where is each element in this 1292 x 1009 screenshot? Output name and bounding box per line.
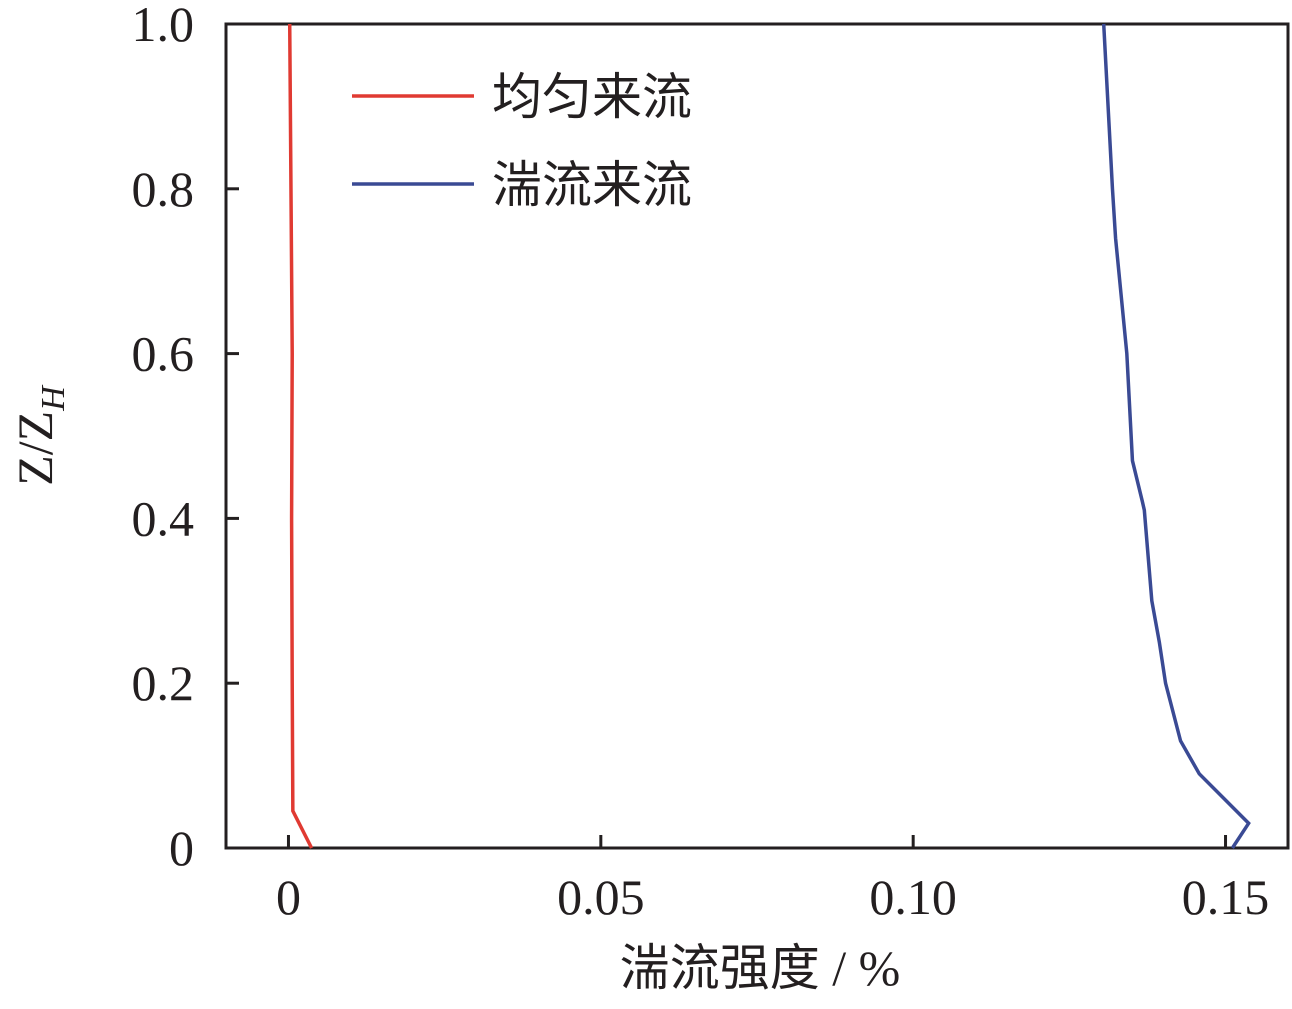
y-tick-label: 0.2 <box>132 655 195 711</box>
y-tick-label: 1.0 <box>132 0 195 52</box>
x-tick-label: 0 <box>276 869 301 925</box>
x-tick-label: 0.10 <box>869 869 957 925</box>
legend-label: 均匀来流 <box>492 69 692 125</box>
y-tick-label: 0.4 <box>132 490 195 546</box>
data-line <box>1101 23 1251 849</box>
y-tick-label: 0.6 <box>132 326 195 382</box>
y-axis-label: Z/ZH <box>7 384 72 486</box>
y-tick-label: 0 <box>169 820 194 876</box>
x-tick-label: 0.15 <box>1182 869 1270 925</box>
plot-frame <box>224 22 1290 850</box>
x-axis-label: 湍流强度 / % <box>620 940 901 996</box>
y-tick-label: 0.8 <box>132 161 195 217</box>
y-axis-label-sub: H <box>35 384 72 412</box>
y-axis-label-main: Z/Z <box>7 411 63 486</box>
legend-label: 湍流来流 <box>492 157 692 213</box>
x-tick-label: 0.05 <box>557 869 645 925</box>
data-line <box>287 23 314 849</box>
